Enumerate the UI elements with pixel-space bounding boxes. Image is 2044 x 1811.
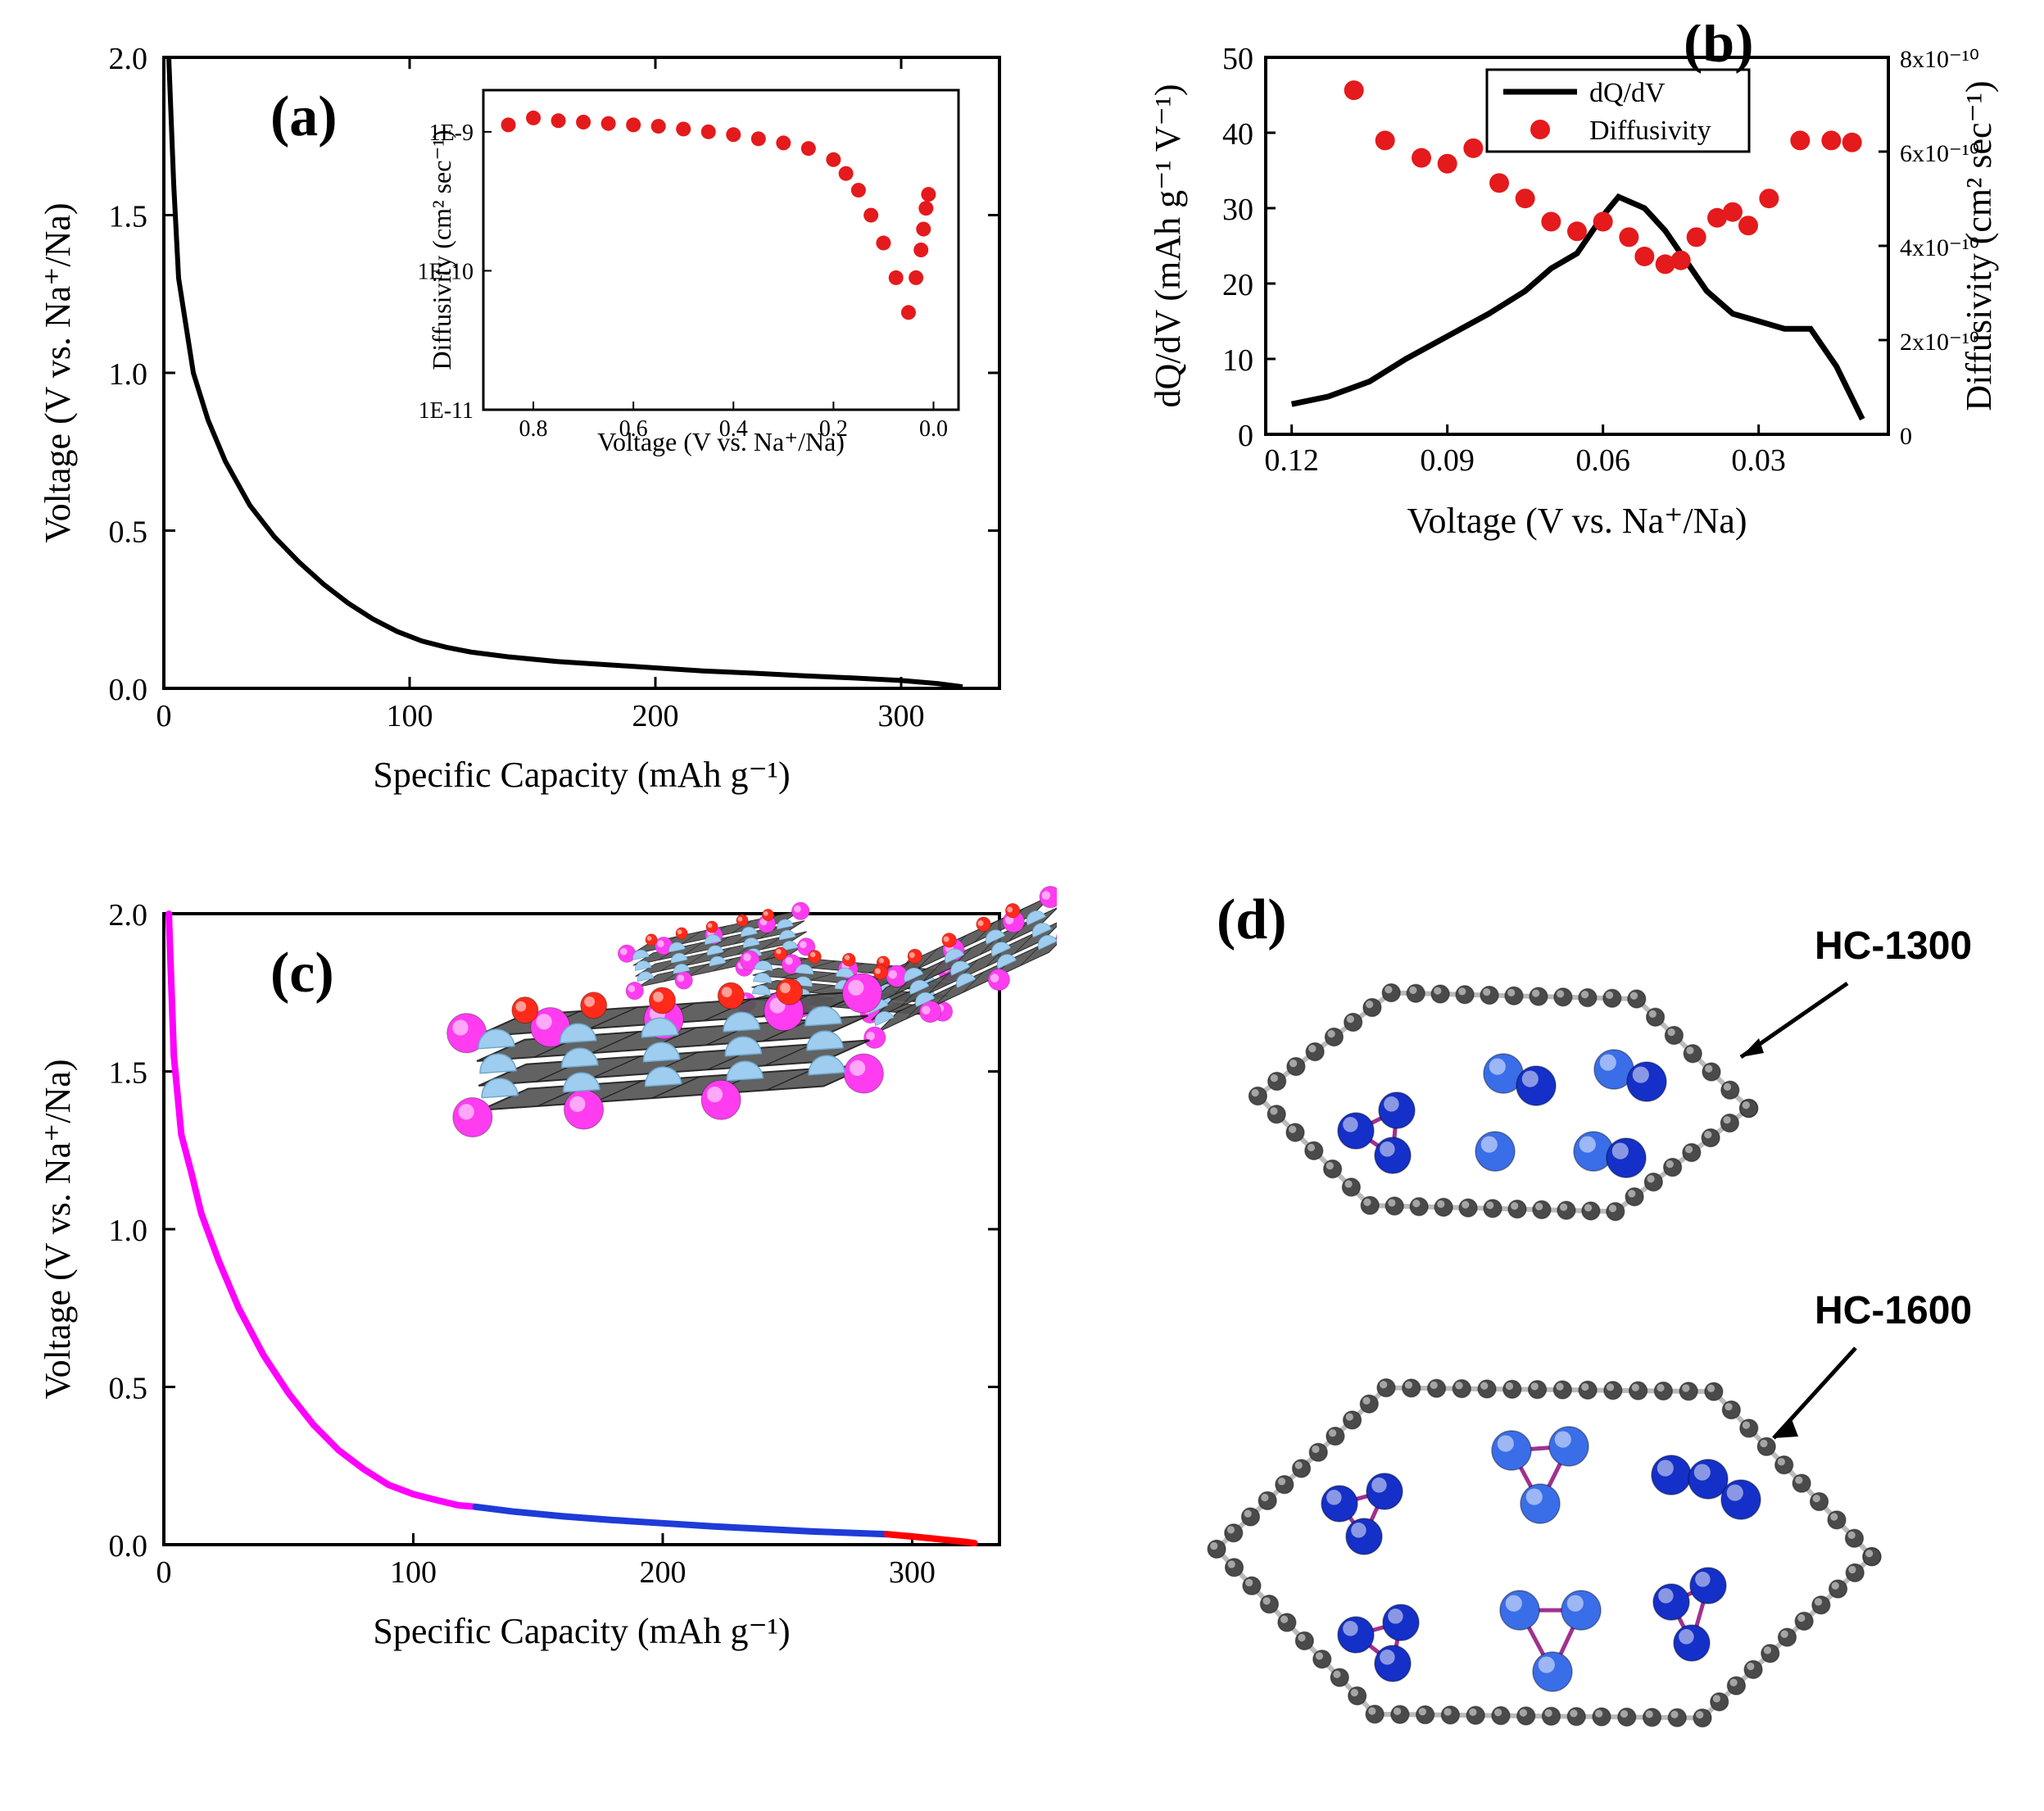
- svg-text:300: 300: [878, 699, 925, 733]
- svg-text:1.0: 1.0: [109, 357, 148, 392]
- svg-text:0.0: 0.0: [109, 673, 148, 707]
- panel-c: 0.0 0.5 1.0 1.5 2.0 0 100 200 300 Specific Capa…: [25, 881, 1077, 1786]
- chart-b-y2label: Diffusivity (cm² sec⁻¹): [1959, 80, 1999, 411]
- svg-text:10: 10: [1222, 343, 1253, 378]
- svg-text:0: 0: [156, 1555, 172, 1590]
- annot-hc1600: HC-1600: [1815, 1289, 1972, 1332]
- panel-d-label: (d): [1217, 888, 1287, 951]
- svg-text:0.09: 0.09: [1420, 443, 1475, 478]
- svg-text:1.5: 1.5: [109, 200, 148, 234]
- svg-text:0.5: 0.5: [109, 515, 148, 550]
- svg-text:Diffusivity: Diffusivity: [1589, 116, 1711, 146]
- svg-text:0.5: 0.5: [109, 1372, 148, 1406]
- svg-text:30: 30: [1222, 193, 1253, 227]
- chart-c-curve-red: [887, 1534, 975, 1543]
- chart-a-axes: [164, 57, 999, 688]
- svg-text:20: 20: [1222, 268, 1253, 302]
- svg-text:50: 50: [1222, 42, 1253, 76]
- chart-c-curve-blue: [476, 1507, 887, 1534]
- svg-text:40: 40: [1222, 117, 1253, 152]
- chart-c: 0.0 0.5 1.0 1.5 2.0 0 100 200 300 Specific Capa…: [25, 881, 1057, 1700]
- panel-d: (d) HC-1300 HC-1600: [1143, 881, 2019, 1786]
- chart-a-curve: [169, 57, 963, 687]
- svg-text:0.12: 0.12: [1264, 443, 1319, 478]
- svg-text:0: 0: [1900, 423, 1912, 450]
- diagram-d: (d) HC-1300 HC-1600: [1143, 881, 2003, 1782]
- svg-text:2.0: 2.0: [109, 898, 148, 933]
- chart-c-xlabel: Specific Capacity (mAh g⁻¹): [373, 1611, 790, 1651]
- svg-text:0.06: 0.06: [1575, 443, 1630, 478]
- inset-ylabel: Diffusivity (cm² sec⁻¹): [427, 129, 456, 370]
- svg-text:1.5: 1.5: [109, 1056, 148, 1091]
- chart-b-xlabel: Voltage (V vs. Na⁺/Na): [1407, 501, 1747, 541]
- svg-text:0.0: 0.0: [109, 1529, 148, 1564]
- svg-text:100: 100: [387, 699, 433, 733]
- svg-text:1E-11: 1E-11: [419, 398, 474, 424]
- chart-a: 0.0 0.5 1.0 1.5 2.0 0 100 200 300 Specific Capa…: [25, 25, 1057, 844]
- svg-text:300: 300: [889, 1555, 936, 1590]
- arrow-hc1300: [1741, 983, 1847, 1057]
- panel-b-label: (b): [1684, 25, 1754, 75]
- svg-text:1.0: 1.0: [109, 1214, 148, 1248]
- svg-text:dQ/dV: dQ/dV: [1589, 78, 1666, 108]
- chart-b-legend: dQ/dV Diffusivity: [1487, 70, 1749, 152]
- panel-c-label: (c): [270, 942, 334, 1005]
- svg-text:0.8: 0.8: [519, 416, 548, 442]
- svg-text:0.03: 0.03: [1731, 443, 1786, 478]
- chart-a-xlabel: Specific Capacity (mAh g⁻¹): [373, 755, 790, 795]
- inset-xlabel: Voltage (V vs. Na⁺/Na): [597, 427, 845, 456]
- chart-b-y1label: dQ/dV (mAh g⁻¹ V⁻¹): [1148, 84, 1188, 407]
- svg-text:200: 200: [632, 699, 679, 733]
- panel-a-label: (a): [270, 85, 338, 148]
- svg-text:8x10⁻¹⁰: 8x10⁻¹⁰: [1900, 46, 1979, 73]
- chart-a-inset: 0.80.60.40.20.0 1E-111E-101E-9 Voltage (…: [418, 90, 959, 456]
- svg-text:0: 0: [156, 699, 172, 733]
- svg-text:0: 0: [1238, 419, 1253, 453]
- chart-c-schematic: [445, 883, 1057, 1138]
- panel-a: 0.0 0.5 1.0 1.5 2.0 0 100 200 300 Specific Capa…: [25, 25, 1077, 848]
- arrow-hc1600: [1774, 1348, 1856, 1438]
- chart-c-ylabel: Voltage (V vs. Na⁺/Na): [38, 1059, 78, 1399]
- pore-hc1300: [1249, 984, 1757, 1221]
- chart-a-ylabel: Voltage (V vs. Na⁺/Na): [38, 202, 78, 542]
- svg-text:100: 100: [390, 1555, 437, 1590]
- svg-text:200: 200: [639, 1555, 686, 1590]
- svg-text:0.0: 0.0: [919, 416, 948, 442]
- panel-b: 0.120.090.060.03 01020304050 02x10⁻¹⁰4x1…: [1143, 25, 2019, 848]
- annot-hc1300: HC-1300: [1815, 924, 1972, 968]
- chart-b: 0.120.090.060.03 01020304050 02x10⁻¹⁰4x1…: [1143, 25, 2003, 598]
- svg-text:2.0: 2.0: [109, 42, 148, 76]
